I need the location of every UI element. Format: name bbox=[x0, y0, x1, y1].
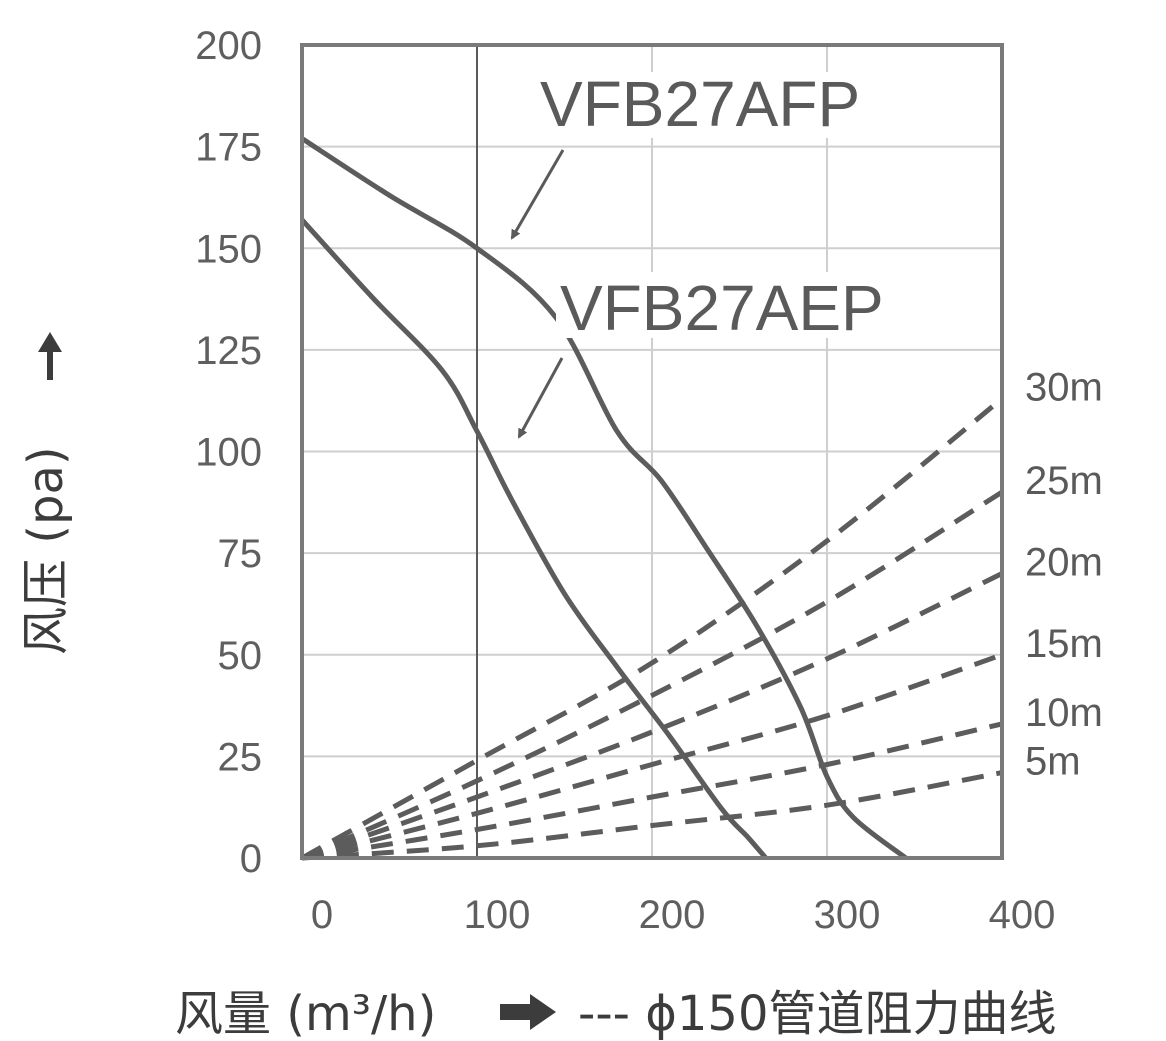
y-tick-label: 100 bbox=[195, 431, 262, 475]
performance-curve-vfb27aep bbox=[300, 218, 768, 860]
resistance-curve-15m bbox=[301, 652, 1003, 861]
x-tick-label: 400 bbox=[989, 893, 1056, 937]
model-label-aep: VFB27AEP bbox=[560, 272, 884, 344]
x-tick-label: 300 bbox=[814, 893, 881, 937]
x-tick-label: 0 bbox=[311, 893, 333, 937]
plot-frame bbox=[300, 43, 1004, 860]
resistance-label-5m: 5m bbox=[1025, 740, 1081, 784]
resistance-curves bbox=[300, 396, 1004, 861]
y-axis-title: 风压 (pa) bbox=[18, 446, 74, 655]
resistance-curve-20m bbox=[301, 571, 1004, 861]
x-axis-label: 风量 (m³/h) bbox=[175, 986, 436, 1041]
resistance-curve-25m bbox=[300, 489, 1004, 861]
y-tick-label: 125 bbox=[195, 329, 262, 373]
performance-curve-vfb27afp bbox=[300, 136, 908, 860]
y-axis-label: 风压 (pa) bbox=[18, 446, 74, 655]
x-tick-labels: 0 100 200 300 400 bbox=[311, 893, 1056, 937]
resistance-label-15m: 15m bbox=[1025, 622, 1103, 666]
right-arrow-icon bbox=[500, 994, 556, 1030]
pointer-arrow-afp bbox=[510, 149, 565, 240]
resistance-curve-5m bbox=[301, 770, 1003, 861]
y-tick-labels: 200 175 150 125 100 75 50 25 0 bbox=[195, 24, 262, 881]
up-arrow-icon bbox=[38, 332, 62, 380]
resistance-curve-10m bbox=[301, 721, 1003, 861]
resistance-label-20m: 20m bbox=[1025, 540, 1103, 584]
x-tick-label: 200 bbox=[639, 893, 706, 937]
y-tick-label: 200 bbox=[195, 24, 262, 68]
y-tick-label: 50 bbox=[218, 634, 263, 678]
y-tick-label: 25 bbox=[218, 735, 263, 779]
resistance-label-10m: 10m bbox=[1025, 691, 1103, 735]
resistance-label-25m: 25m bbox=[1025, 459, 1103, 503]
performance-curves bbox=[300, 136, 908, 860]
grid bbox=[302, 45, 1002, 858]
y-tick-label: 175 bbox=[195, 126, 262, 170]
model-annotations: VFB27AFP VFB27AEP bbox=[510, 68, 896, 439]
model-label-afp: VFB27AFP bbox=[540, 68, 860, 140]
y-tick-label: 0 bbox=[240, 837, 262, 881]
resistance-label-30m: 30m bbox=[1025, 366, 1103, 410]
y-tick-label: 75 bbox=[218, 532, 263, 576]
label-mask-aep bbox=[556, 272, 896, 338]
y-tick-label: 150 bbox=[195, 227, 262, 271]
resistance-length-labels: 30m 25m 20m 15m 10m 5m bbox=[1025, 366, 1103, 784]
label-mask-afp bbox=[538, 72, 878, 138]
x-tick-label: 100 bbox=[464, 893, 531, 937]
resistance-curve-30m bbox=[300, 396, 1004, 861]
resistance-caption: --- ϕ150管道阻力曲线 bbox=[578, 986, 1057, 1041]
pointer-arrow-aep bbox=[517, 357, 564, 439]
